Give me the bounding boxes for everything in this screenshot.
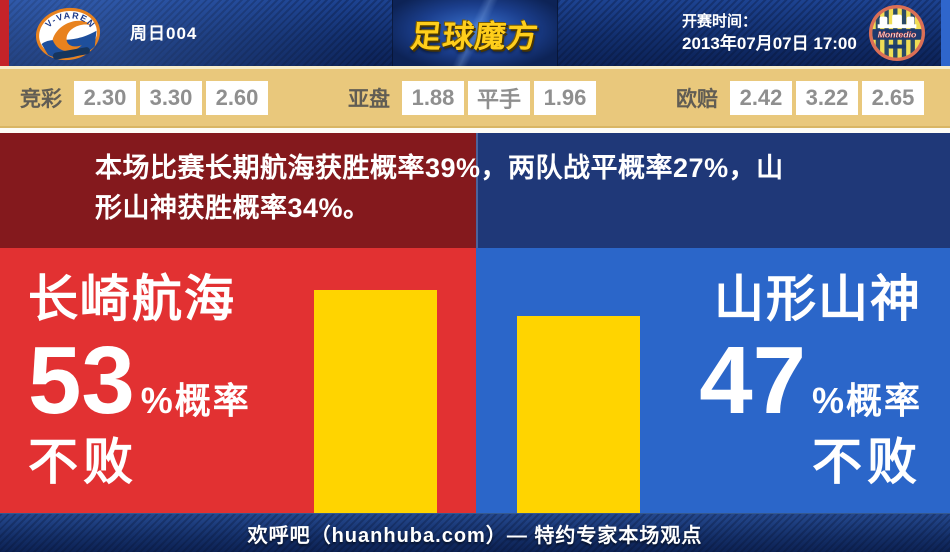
home-probability-row: 53 %概率 bbox=[28, 332, 251, 430]
away-probability-panel: 山形山神 47 %概率 不败 bbox=[476, 248, 950, 513]
home-probability-suffix: %概率 bbox=[140, 380, 251, 421]
summary-band-blue-half bbox=[476, 133, 950, 248]
separator-line bbox=[0, 128, 950, 133]
away-team-crest-icon: Montedio bbox=[868, 4, 926, 62]
away-probability-block: 山形山神 47 %概率 不败 bbox=[699, 268, 922, 492]
brand-logo-text: 足球魔方 bbox=[408, 18, 541, 54]
odds-box-oupei-home[interactable]: 2.42 bbox=[730, 80, 792, 115]
summary-line-2: 形山神获胜概率34%。 bbox=[95, 193, 371, 223]
kickoff-time: 2013年07月07日 17:00 bbox=[682, 34, 857, 53]
home-probability-block: 长崎航海 53 %概率 不败 bbox=[28, 268, 251, 492]
odds-group-label-jingcai: 竞彩 bbox=[20, 87, 62, 111]
odds-box-yapan-home[interactable]: 1.88 bbox=[402, 80, 464, 115]
odds-box-yapan-handicap[interactable]: 平手 bbox=[468, 80, 530, 115]
summary-band-red-half bbox=[0, 133, 476, 248]
odds-box-oupei-draw[interactable]: 3.22 bbox=[796, 80, 858, 115]
match-number: 周日004 bbox=[130, 24, 198, 43]
right-edge-accent bbox=[941, 0, 950, 66]
odds-box-jingcai-home[interactable]: 2.30 bbox=[74, 80, 136, 115]
away-result-label: 不败 bbox=[812, 434, 922, 490]
summary-line-1: 本场比赛长期航海获胜概率39%，两队战平概率27%，山 bbox=[95, 153, 784, 183]
home-team-crest-icon: V-VAREN bbox=[35, 6, 101, 61]
footer-credit: 欢呼吧（huanhuba.com）— 特约专家本场观点 bbox=[0, 513, 950, 552]
probability-panels: 长崎航海 53 %概率 不败 山形山神 47 %概率 不败 bbox=[0, 248, 950, 513]
away-probability-bar bbox=[517, 316, 640, 513]
summary-band: 本场比赛长期航海获胜概率39%，两队战平概率27%，山 形山神获胜概率34%。 bbox=[0, 133, 950, 248]
odds-group-label-yapan: 亚盘 bbox=[348, 87, 390, 111]
left-edge-accent bbox=[0, 0, 9, 66]
home-probability-panel: 长崎航海 53 %概率 不败 bbox=[0, 248, 476, 513]
odds-group-oupei: 欧赔 2.42 3.22 2.65 bbox=[676, 80, 924, 115]
match-summary-text: 本场比赛长期航海获胜概率39%，两队战平概率27%，山 形山神获胜概率34%。 bbox=[0, 133, 950, 228]
match-header: V-VAREN 周日004 足球魔方 开赛时间： 2013年07月07日 17:… bbox=[0, 0, 950, 66]
odds-box-jingcai-draw[interactable]: 3.30 bbox=[140, 80, 202, 115]
away-probability-suffix: %概率 bbox=[811, 380, 922, 421]
footer-credit-text: 欢呼吧（huanhuba.com）— 特约专家本场观点 bbox=[247, 524, 703, 547]
kickoff-label: 开赛时间： bbox=[682, 13, 758, 30]
odds-box-oupei-away[interactable]: 2.65 bbox=[862, 80, 924, 115]
home-result-label: 不败 bbox=[28, 434, 138, 490]
home-probability-value: 53 bbox=[28, 327, 135, 434]
svg-text:Montedio: Montedio bbox=[878, 29, 917, 39]
home-team-name: 长崎航海 bbox=[28, 271, 236, 327]
away-probability-row: 47 %概率 bbox=[699, 332, 922, 430]
odds-box-jingcai-away[interactable]: 2.60 bbox=[206, 80, 268, 115]
odds-box-yapan-away[interactable]: 1.96 bbox=[534, 80, 596, 115]
away-probability-value: 47 bbox=[699, 327, 806, 434]
home-probability-bar bbox=[314, 290, 437, 513]
away-team-name: 山形山神 bbox=[714, 271, 922, 327]
odds-group-jingcai: 竞彩 2.30 3.30 2.60 bbox=[20, 80, 268, 115]
odds-group-yapan: 亚盘 1.88 平手 1.96 bbox=[348, 80, 596, 115]
odds-group-label-oupei: 欧赔 bbox=[676, 87, 718, 111]
kickoff-info: 开赛时间： 2013年07月07日 17:00 bbox=[682, 11, 857, 56]
brand-logo: 足球魔方 bbox=[392, 0, 558, 66]
odds-bar: 竞彩 2.30 3.30 2.60 亚盘 1.88 平手 1.96 欧赔 2.4… bbox=[0, 66, 950, 128]
